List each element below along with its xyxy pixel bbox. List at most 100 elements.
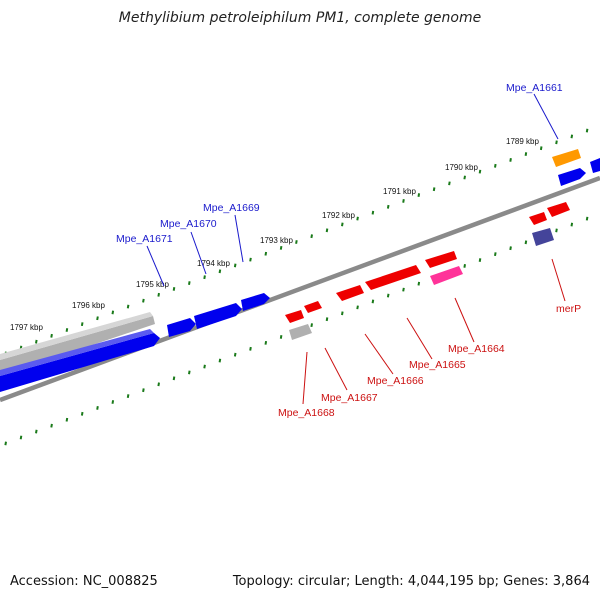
scale-tick [417,193,421,198]
scale-tick [509,157,512,162]
gene-forward-long[interactable] [0,333,160,392]
scale-tick [310,234,313,239]
gene-highlight-orange[interactable] [552,149,581,167]
gene-forward-b[interactable] [194,303,242,329]
topology-value: circular [297,574,346,589]
gene-label-mpe-a1671: Mpe_A1671 [116,233,173,245]
scale-tick [111,400,115,404]
gene-forward-d[interactable] [558,168,586,186]
scale-label: 1793 kbp [260,236,293,245]
gene-pseudo-top [0,312,153,360]
gene-label-mpe-a1669: Mpe_A1669 [203,202,260,214]
scale-tick [264,340,268,345]
scale-tick [35,339,38,344]
scale-tick [509,246,512,251]
scale-tick [555,140,558,145]
scale-tick [371,210,375,215]
scale-tick [157,382,160,387]
gene-reverse-1664[interactable] [425,251,457,268]
scale-tick [463,264,466,268]
gene-pink[interactable] [430,266,463,285]
label-leaders [146,93,566,405]
scale-tick [96,406,99,410]
scale-tick [478,169,482,174]
scale-tick [65,417,69,422]
scale-tick [203,364,206,369]
gene-reverse-1668a[interactable] [285,310,304,323]
scale-tick [172,287,176,291]
gene-labels: Mpe_A1661 Mpe_A1669 Mpe_A1670 Mpe_A1671 … [116,82,581,419]
scale-tick [570,134,574,139]
gene-reverse-a[interactable] [529,212,547,225]
gene-forward-edge[interactable] [590,158,600,173]
scale-tick [555,228,558,233]
scale-tick [524,240,528,245]
scale-tick [188,370,191,375]
scale-tick [249,346,252,351]
length-label: Length: [354,574,404,589]
scale-tick [157,292,160,297]
scale-tick [356,216,359,221]
scale-tick [402,287,405,292]
gene-reverse-1665[interactable] [365,265,421,290]
scale-tick [295,240,298,244]
scale-label: 1797 kbp [10,323,43,332]
scale-label: 1794 kbp [197,259,230,268]
scale-tick [80,411,84,416]
accession-value: NC_008825 [82,574,158,589]
gene-label-mpe-a1661: Mpe_A1661 [506,82,563,94]
scale-tick [218,269,222,274]
scale-label: 1789 kbp [506,137,539,146]
scale-tick [494,163,497,168]
scale-tick [233,263,237,268]
gene-pseudo-small[interactable] [289,324,312,340]
gene-label-mpe-a1664: Mpe_A1664 [448,343,505,355]
scale-label: 1795 kbp [136,280,169,289]
scale-tick [249,257,252,262]
scale-tick [310,323,313,328]
scale-tick [585,128,589,133]
scale-tick [80,322,84,327]
scale-label: 1790 kbp [445,163,478,172]
scale-tick [539,146,543,151]
genes-value: 3,864 [552,574,590,589]
gene-forward-a[interactable] [167,318,196,337]
scale-tick [142,298,145,303]
gene-label-mpe-a1665: Mpe_A1665 [409,359,466,371]
scale-tick [341,222,344,227]
scale-tick [570,222,574,227]
gene-label-merp: merP [556,303,581,315]
scale-tick [386,204,390,209]
gene-purple[interactable] [532,228,554,246]
scale-tick [478,258,482,262]
length-value: 4,044,195 bp [407,574,495,589]
gene-forward-long-top [0,329,154,376]
gene-track-forward [0,149,600,392]
gene-label-mpe-a1667: Mpe_A1667 [321,392,378,404]
scale-tick [494,252,497,257]
scale-tick [264,251,268,256]
accession-info: Accession: NC_008825 [10,574,158,589]
genome-backbone [0,175,600,403]
scale-tick [585,216,589,221]
gene-reverse-1666[interactable] [336,285,364,301]
scale-label: 1791 kbp [383,187,416,196]
scale-tick [126,394,130,399]
scale-tick [325,228,329,233]
scale-tick [402,199,405,203]
scale-label: 1796 kbp [72,301,105,310]
gene-track-reverse [285,202,570,340]
scale-tick [371,299,375,304]
gene-reverse-merP[interactable] [547,202,570,217]
scale-label: 1792 kbp [322,211,355,220]
scale-tick [142,388,145,393]
gene-forward-c[interactable] [241,293,270,311]
scale-tick [126,304,130,309]
scale-tick [356,305,359,310]
scale-tick-row-upper [4,128,589,356]
scale-tick [279,245,283,250]
scale-tick [417,281,421,286]
gene-reverse-1668b[interactable] [304,301,322,313]
scale-tick [203,275,206,280]
